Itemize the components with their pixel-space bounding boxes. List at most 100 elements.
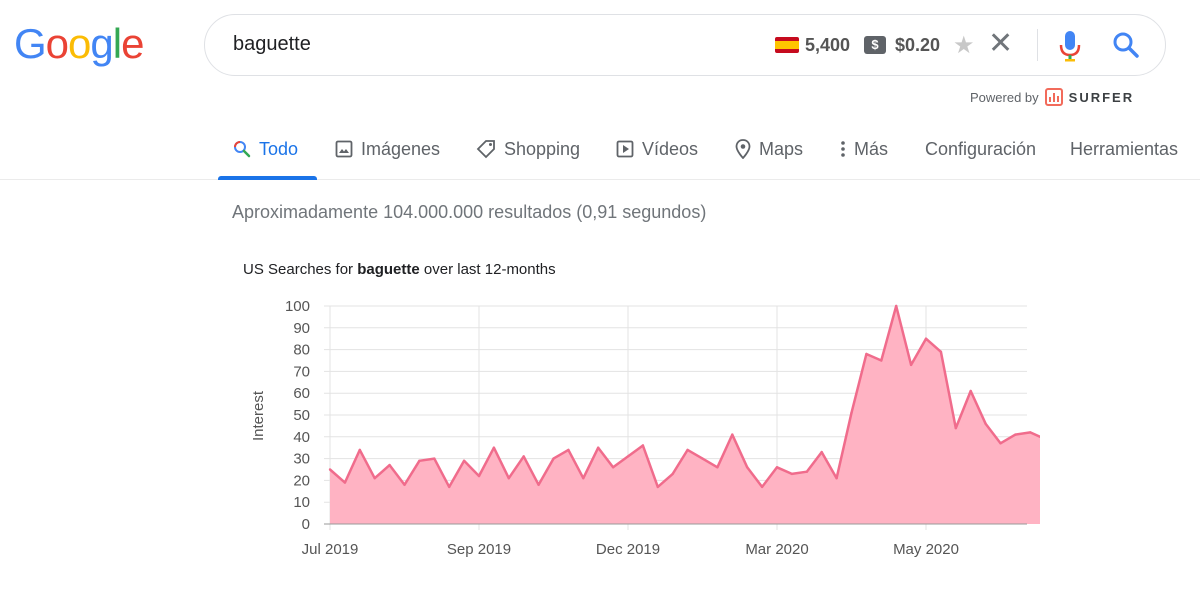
y-tick-label: 10	[293, 494, 310, 511]
series-area	[330, 306, 1040, 524]
surfer-logo-icon	[1044, 88, 1063, 106]
y-tick-label: 40	[293, 429, 310, 446]
data-point	[507, 477, 510, 480]
data-point	[418, 459, 421, 462]
more-vert-icon	[840, 140, 846, 158]
y-tick-label: 50	[293, 407, 310, 424]
tab-label: Configuración	[925, 138, 1037, 159]
dollar-icon: $	[864, 36, 886, 54]
search-icon[interactable]	[1111, 30, 1141, 60]
y-tick-label: 90	[293, 320, 310, 337]
tab-label: Más	[854, 138, 889, 159]
data-point	[582, 477, 585, 480]
search-box[interactable]: baguette 5,400 $ $0.20 ★ ✕	[204, 14, 1166, 76]
map-pin-icon	[735, 139, 751, 159]
logo-letter: l	[112, 20, 122, 67]
search-input[interactable]: baguette	[233, 33, 311, 55]
data-point	[909, 363, 913, 367]
play-icon	[616, 140, 634, 158]
data-point	[701, 457, 704, 460]
search-interest-chart: 0 10 20 30 40 50 60 70 80 90 100 Jul 2019 Sep 2019 De…	[250, 298, 1040, 558]
data-point	[671, 472, 674, 476]
logo-letter: o	[68, 20, 91, 67]
powered-by-label: Powered by	[970, 89, 1039, 105]
data-point	[448, 485, 451, 489]
data-point	[999, 442, 1002, 445]
data-point	[492, 446, 496, 449]
chart-title-keyword: baguette	[357, 261, 420, 278]
logo-letter: e	[121, 20, 144, 67]
tab-label: Vídeos	[642, 138, 699, 159]
logo-letter: o	[45, 20, 69, 67]
data-point	[1029, 431, 1032, 434]
y-tick-label: 20	[293, 472, 310, 489]
y-tick-label: 30	[293, 451, 310, 468]
logo-letter: g	[90, 20, 113, 67]
active-tab-indicator	[218, 176, 317, 180]
data-point	[820, 450, 823, 454]
x-tick-label: Mar 2020	[745, 541, 808, 558]
data-point	[746, 466, 749, 469]
data-point	[939, 350, 943, 353]
data-point	[850, 411, 853, 414]
tab-label: Shopping	[504, 138, 581, 159]
data-point	[641, 444, 645, 447]
tab-imagenes[interactable]: Imágenes	[335, 138, 440, 160]
data-point	[328, 468, 332, 471]
data-point	[462, 459, 466, 462]
star-icon[interactable]: ★	[953, 32, 975, 59]
data-point	[597, 446, 600, 449]
data-point	[775, 466, 779, 469]
x-tick-label: May 2020	[893, 541, 959, 558]
tag-icon	[476, 139, 496, 159]
google-logo[interactable]: Google	[14, 20, 144, 67]
data-point	[433, 457, 436, 460]
search-icon	[233, 140, 251, 158]
data-point	[656, 485, 659, 489]
data-point	[880, 359, 883, 362]
chart-title: US Searches for baguette over last 12-mo…	[243, 261, 556, 278]
tab-configuracion[interactable]: Configuración	[925, 138, 1036, 160]
data-point	[537, 483, 540, 486]
data-point	[1014, 433, 1017, 436]
y-tick-label: 70	[293, 363, 310, 380]
tab-maps[interactable]: Maps	[735, 138, 803, 160]
tab-videos[interactable]: Vídeos	[616, 138, 698, 160]
series-line	[329, 304, 1040, 489]
data-point	[686, 448, 689, 452]
data-point	[552, 457, 555, 460]
tab-mas[interactable]: Más	[840, 138, 888, 160]
data-point	[358, 448, 361, 452]
tab-shopping[interactable]: Shopping	[476, 138, 580, 160]
tab-label: Herramientas	[1070, 138, 1179, 159]
data-point	[522, 455, 525, 458]
chart-title-suffix: over last 12-months	[419, 261, 556, 278]
y-tick-label: 0	[302, 516, 310, 533]
y-tick-label: 80	[293, 342, 310, 359]
data-point	[731, 433, 734, 436]
tab-label: Maps	[759, 138, 804, 159]
data-point	[760, 485, 764, 489]
tab-todo[interactable]: Todo	[233, 138, 298, 160]
tab-herramientas[interactable]: Herramientas	[1070, 138, 1178, 160]
close-icon[interactable]: ✕	[988, 27, 1014, 60]
data-point	[611, 466, 615, 469]
data-point	[969, 389, 972, 393]
data-point	[716, 466, 719, 469]
data-point	[403, 483, 406, 486]
microphone-icon[interactable]	[1057, 29, 1083, 63]
data-point	[924, 337, 928, 340]
spain-flag-icon	[775, 37, 799, 53]
search-tabs: Todo Imágenes Shopping Vídeos Maps Más C…	[0, 128, 1200, 180]
data-point	[954, 426, 957, 430]
data-point	[343, 481, 347, 484]
tab-label: Todo	[259, 138, 299, 159]
x-tick-label: Sep 2019	[447, 541, 511, 558]
powered-by-surfer[interactable]: Powered by SURFER	[970, 88, 1134, 106]
axis-layer: 0 10 20 30 40 50 60 70 80 90 100 Jul 2019 Sep 2019 De…	[285, 298, 1027, 558]
data-point	[567, 448, 570, 452]
data-point	[477, 474, 481, 478]
x-tick-label: Dec 2019	[596, 541, 660, 558]
x-tick-label: Jul 2019	[302, 541, 359, 558]
search-divider	[1037, 29, 1038, 61]
